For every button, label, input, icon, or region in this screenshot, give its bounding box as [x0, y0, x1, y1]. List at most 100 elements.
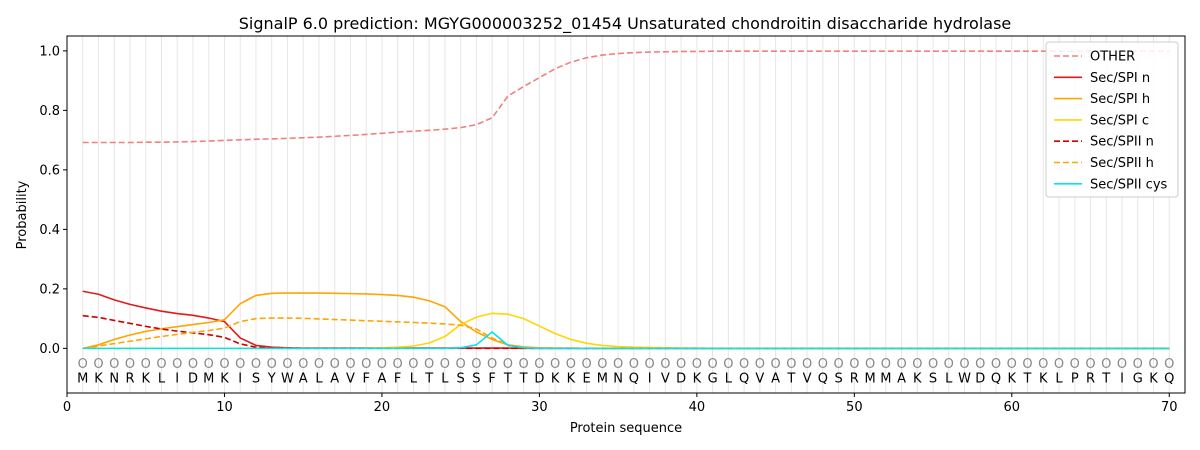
y-tick-label: 0.0 [39, 342, 60, 357]
residue-letter: Q [991, 372, 1001, 387]
residue-marker: O [172, 357, 182, 372]
residue-letter: K [551, 372, 560, 387]
residue-marker: O [251, 357, 261, 372]
y-axis-label: Probability [15, 180, 30, 249]
residue-letter: I [648, 372, 652, 387]
chart-legend: OTHER Sec/SPI n Sec/SPI h Sec/SPI c Sec/SPII… [1045, 41, 1179, 198]
residue-marker: O [156, 357, 166, 372]
residue-letter: L [315, 372, 323, 387]
residue-marker: O [1007, 357, 1017, 372]
residue-letter: L [158, 372, 166, 387]
residue-letter: Q [818, 372, 828, 387]
residue-letter: G [708, 372, 718, 387]
residue-marker: O [629, 357, 639, 372]
residue-marker: O [393, 357, 403, 372]
residue-letter: K [913, 372, 922, 387]
residue-marker: O [1164, 357, 1174, 372]
residue-letter: T [503, 372, 512, 387]
residue-letter: Q [629, 372, 639, 387]
residue-letter: E [583, 372, 591, 387]
residue-letter: Q [1164, 372, 1174, 387]
residue-letter: S [252, 372, 260, 387]
residue-letter: T [519, 372, 528, 387]
residue-letter: L [725, 372, 733, 387]
residue-letter: N [109, 372, 119, 387]
residue-letter: K [1008, 372, 1017, 387]
residue-letter: T [424, 372, 433, 387]
residue-letter: M [864, 372, 875, 387]
residue-marker: O [707, 357, 717, 372]
residue-letter: D [534, 372, 544, 387]
residue-marker: O [645, 357, 655, 372]
residue-letter: M [203, 372, 214, 387]
residue-letter: L [945, 372, 953, 387]
residue-letter: D [975, 372, 985, 387]
residue-marker: O [503, 357, 513, 372]
residue-letter: M [597, 372, 608, 387]
x-axis-label: Protein sequence [570, 421, 682, 436]
residue-letter: V [755, 372, 764, 387]
residue-letter: K [1149, 372, 1158, 387]
residue-marker: O [660, 357, 670, 372]
residue-letter: R [125, 372, 134, 387]
residue-marker: O [219, 357, 229, 372]
x-tick-label: 50 [846, 400, 863, 415]
residue-letter: K [1039, 372, 1048, 387]
series-line [82, 50, 1170, 144]
residue-marker: O [298, 357, 308, 372]
residue-marker: O [361, 357, 371, 372]
residue-marker: O [991, 357, 1001, 372]
residue-marker: O [959, 357, 969, 372]
residue-letter: I [1120, 372, 1124, 387]
residue-letter: T [1101, 372, 1110, 387]
residue-marker: O [1022, 357, 1032, 372]
residue-marker: O [471, 357, 481, 372]
residue-marker: O [78, 357, 88, 372]
legend-label: Sec/SPI n [1090, 71, 1150, 86]
residue-letter: K [141, 372, 150, 387]
residue-letter: L [441, 372, 449, 387]
residue-marker: O [141, 357, 151, 372]
residue-marker: O [377, 357, 387, 372]
residue-letter: Y [267, 372, 276, 387]
residue-marker: O [408, 357, 418, 372]
residue-marker: O [93, 357, 103, 372]
residue-letter: S [929, 372, 937, 387]
residue-marker: O [282, 357, 292, 372]
legend-label: Sec/SPII h [1090, 156, 1154, 171]
legend-label: Sec/SPII cys [1090, 177, 1168, 192]
residue-marker: O [188, 357, 198, 372]
residue-marker: O [1054, 357, 1064, 372]
residue-marker: O [1038, 357, 1048, 372]
residue-marker: O [833, 357, 843, 372]
legend-label: Sec/SPII n [1090, 135, 1154, 150]
x-tick-label: 40 [689, 400, 706, 415]
residue-marker: O [109, 357, 119, 372]
residue-letter: Q [739, 372, 749, 387]
vertical-grid [82, 36, 1170, 393]
residue-marker: O [330, 357, 340, 372]
residue-letter: R [1086, 372, 1095, 387]
residue-marker: O [1085, 357, 1095, 372]
residue-letter: S [834, 372, 842, 387]
residue-marker: O [786, 357, 796, 372]
residue-letter: K [220, 372, 229, 387]
residue-marker: O [487, 357, 497, 372]
residue-letter: S [457, 372, 465, 387]
residue-letter: L [410, 372, 418, 387]
residue-letter: M [880, 372, 891, 387]
residue-marker: O [1117, 357, 1127, 372]
y-tick-label: 0.8 [39, 104, 60, 119]
residue-marker: O [566, 357, 576, 372]
residue-letter: D [676, 372, 686, 387]
residue-marker: O [676, 357, 686, 372]
residue-marker: O [1133, 357, 1143, 372]
x-tick-label: 60 [1004, 400, 1021, 415]
residue-letter: R [850, 372, 859, 387]
residue-letter: K [94, 372, 103, 387]
sequence-labels: OMOKONOROKOLOIODOMOKOIOSOYOWOAOLOAOVOFOA… [77, 357, 1174, 387]
residue-marker: O [345, 357, 355, 372]
x-axis-ticks: 0 10 20 30 40 50 60 70 [63, 393, 1178, 415]
residue-letter: A [897, 372, 906, 387]
